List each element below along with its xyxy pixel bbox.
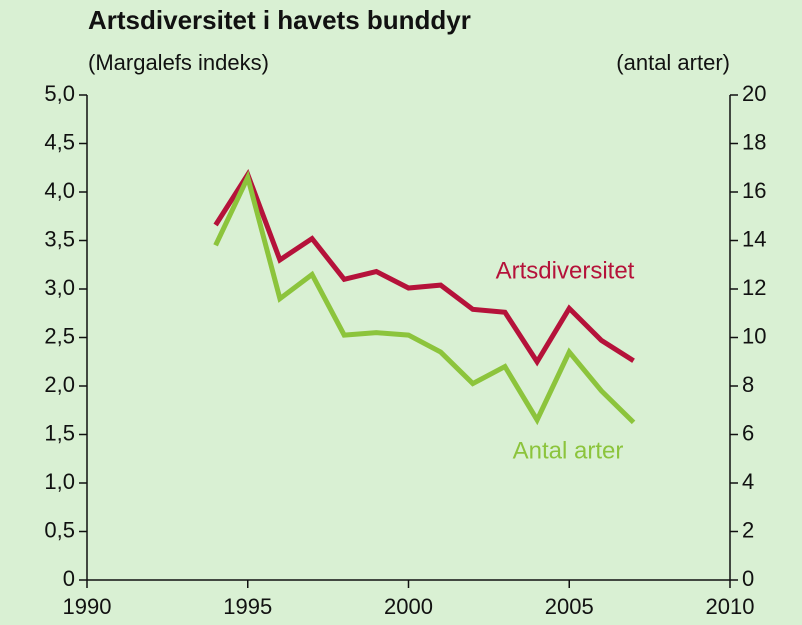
- x-tick-label: 1990: [63, 594, 112, 619]
- y-tick-label: 1,5: [44, 420, 75, 445]
- y2-tick-label: 16: [742, 178, 766, 203]
- chart-title: Artsdiversitet i havets bunddyr: [88, 5, 471, 35]
- y-axis-label: (Margalefs indeks): [88, 50, 269, 75]
- x-tick-label: 2010: [706, 594, 755, 619]
- series-label: Artsdiversitet: [496, 257, 635, 284]
- y2-tick-label: 6: [742, 420, 754, 445]
- y-tick-label: 0,5: [44, 517, 75, 542]
- y-tick-label: 1,0: [44, 469, 75, 494]
- y-tick-label: 4,0: [44, 178, 75, 203]
- x-tick-label: 2005: [545, 594, 594, 619]
- y2-tick-label: 0: [742, 566, 754, 591]
- y2-tick-label: 14: [742, 226, 766, 251]
- y-tick-label: 0: [63, 566, 75, 591]
- y-tick-label: 5,0: [44, 81, 75, 106]
- y2-tick-label: 8: [742, 372, 754, 397]
- y-tick-label: 4,5: [44, 129, 75, 154]
- series-label: Antal arter: [513, 437, 624, 464]
- y2-tick-label: 12: [742, 275, 766, 300]
- x-tick-label: 2000: [384, 594, 433, 619]
- y2-axis-label: (antal arter): [616, 50, 730, 75]
- y-tick-label: 3,5: [44, 226, 75, 251]
- y2-tick-label: 10: [742, 323, 766, 348]
- y2-tick-label: 20: [742, 81, 766, 106]
- y-tick-label: 2,5: [44, 323, 75, 348]
- x-tick-label: 1995: [223, 594, 272, 619]
- series-line: [213, 170, 636, 426]
- y2-tick-label: 18: [742, 129, 766, 154]
- y2-tick-label: 4: [742, 469, 754, 494]
- y2-tick-label: 2: [742, 517, 754, 542]
- y-tick-label: 3,0: [44, 275, 75, 300]
- series-line: [213, 168, 635, 367]
- y-tick-label: 2,0: [44, 372, 75, 397]
